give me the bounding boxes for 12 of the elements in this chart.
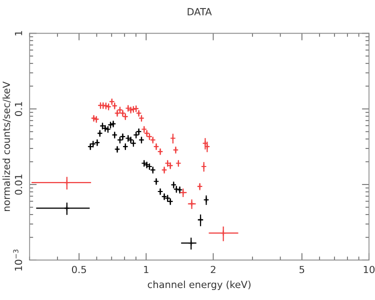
y-tick-label: 0.1 bbox=[14, 102, 22, 116]
y-tick-label: 1 bbox=[14, 31, 22, 36]
y-tick-label: 0.01 bbox=[14, 174, 22, 195]
chart-title: DATA bbox=[188, 8, 212, 16]
x-tick-label: 0.5 bbox=[72, 266, 86, 274]
y-tick-label: 10$^{−3}$ bbox=[13, 250, 22, 270]
x-axis-title: channel energy (keV) bbox=[148, 280, 250, 290]
x-tick-label: 1 bbox=[144, 266, 148, 274]
y-axis-title: normalized counts/sec/keV bbox=[2, 82, 11, 212]
x-tick-label: 2 bbox=[210, 266, 216, 274]
x-tick-label: 5 bbox=[300, 266, 304, 274]
x-tick-label: 10 bbox=[364, 266, 375, 274]
